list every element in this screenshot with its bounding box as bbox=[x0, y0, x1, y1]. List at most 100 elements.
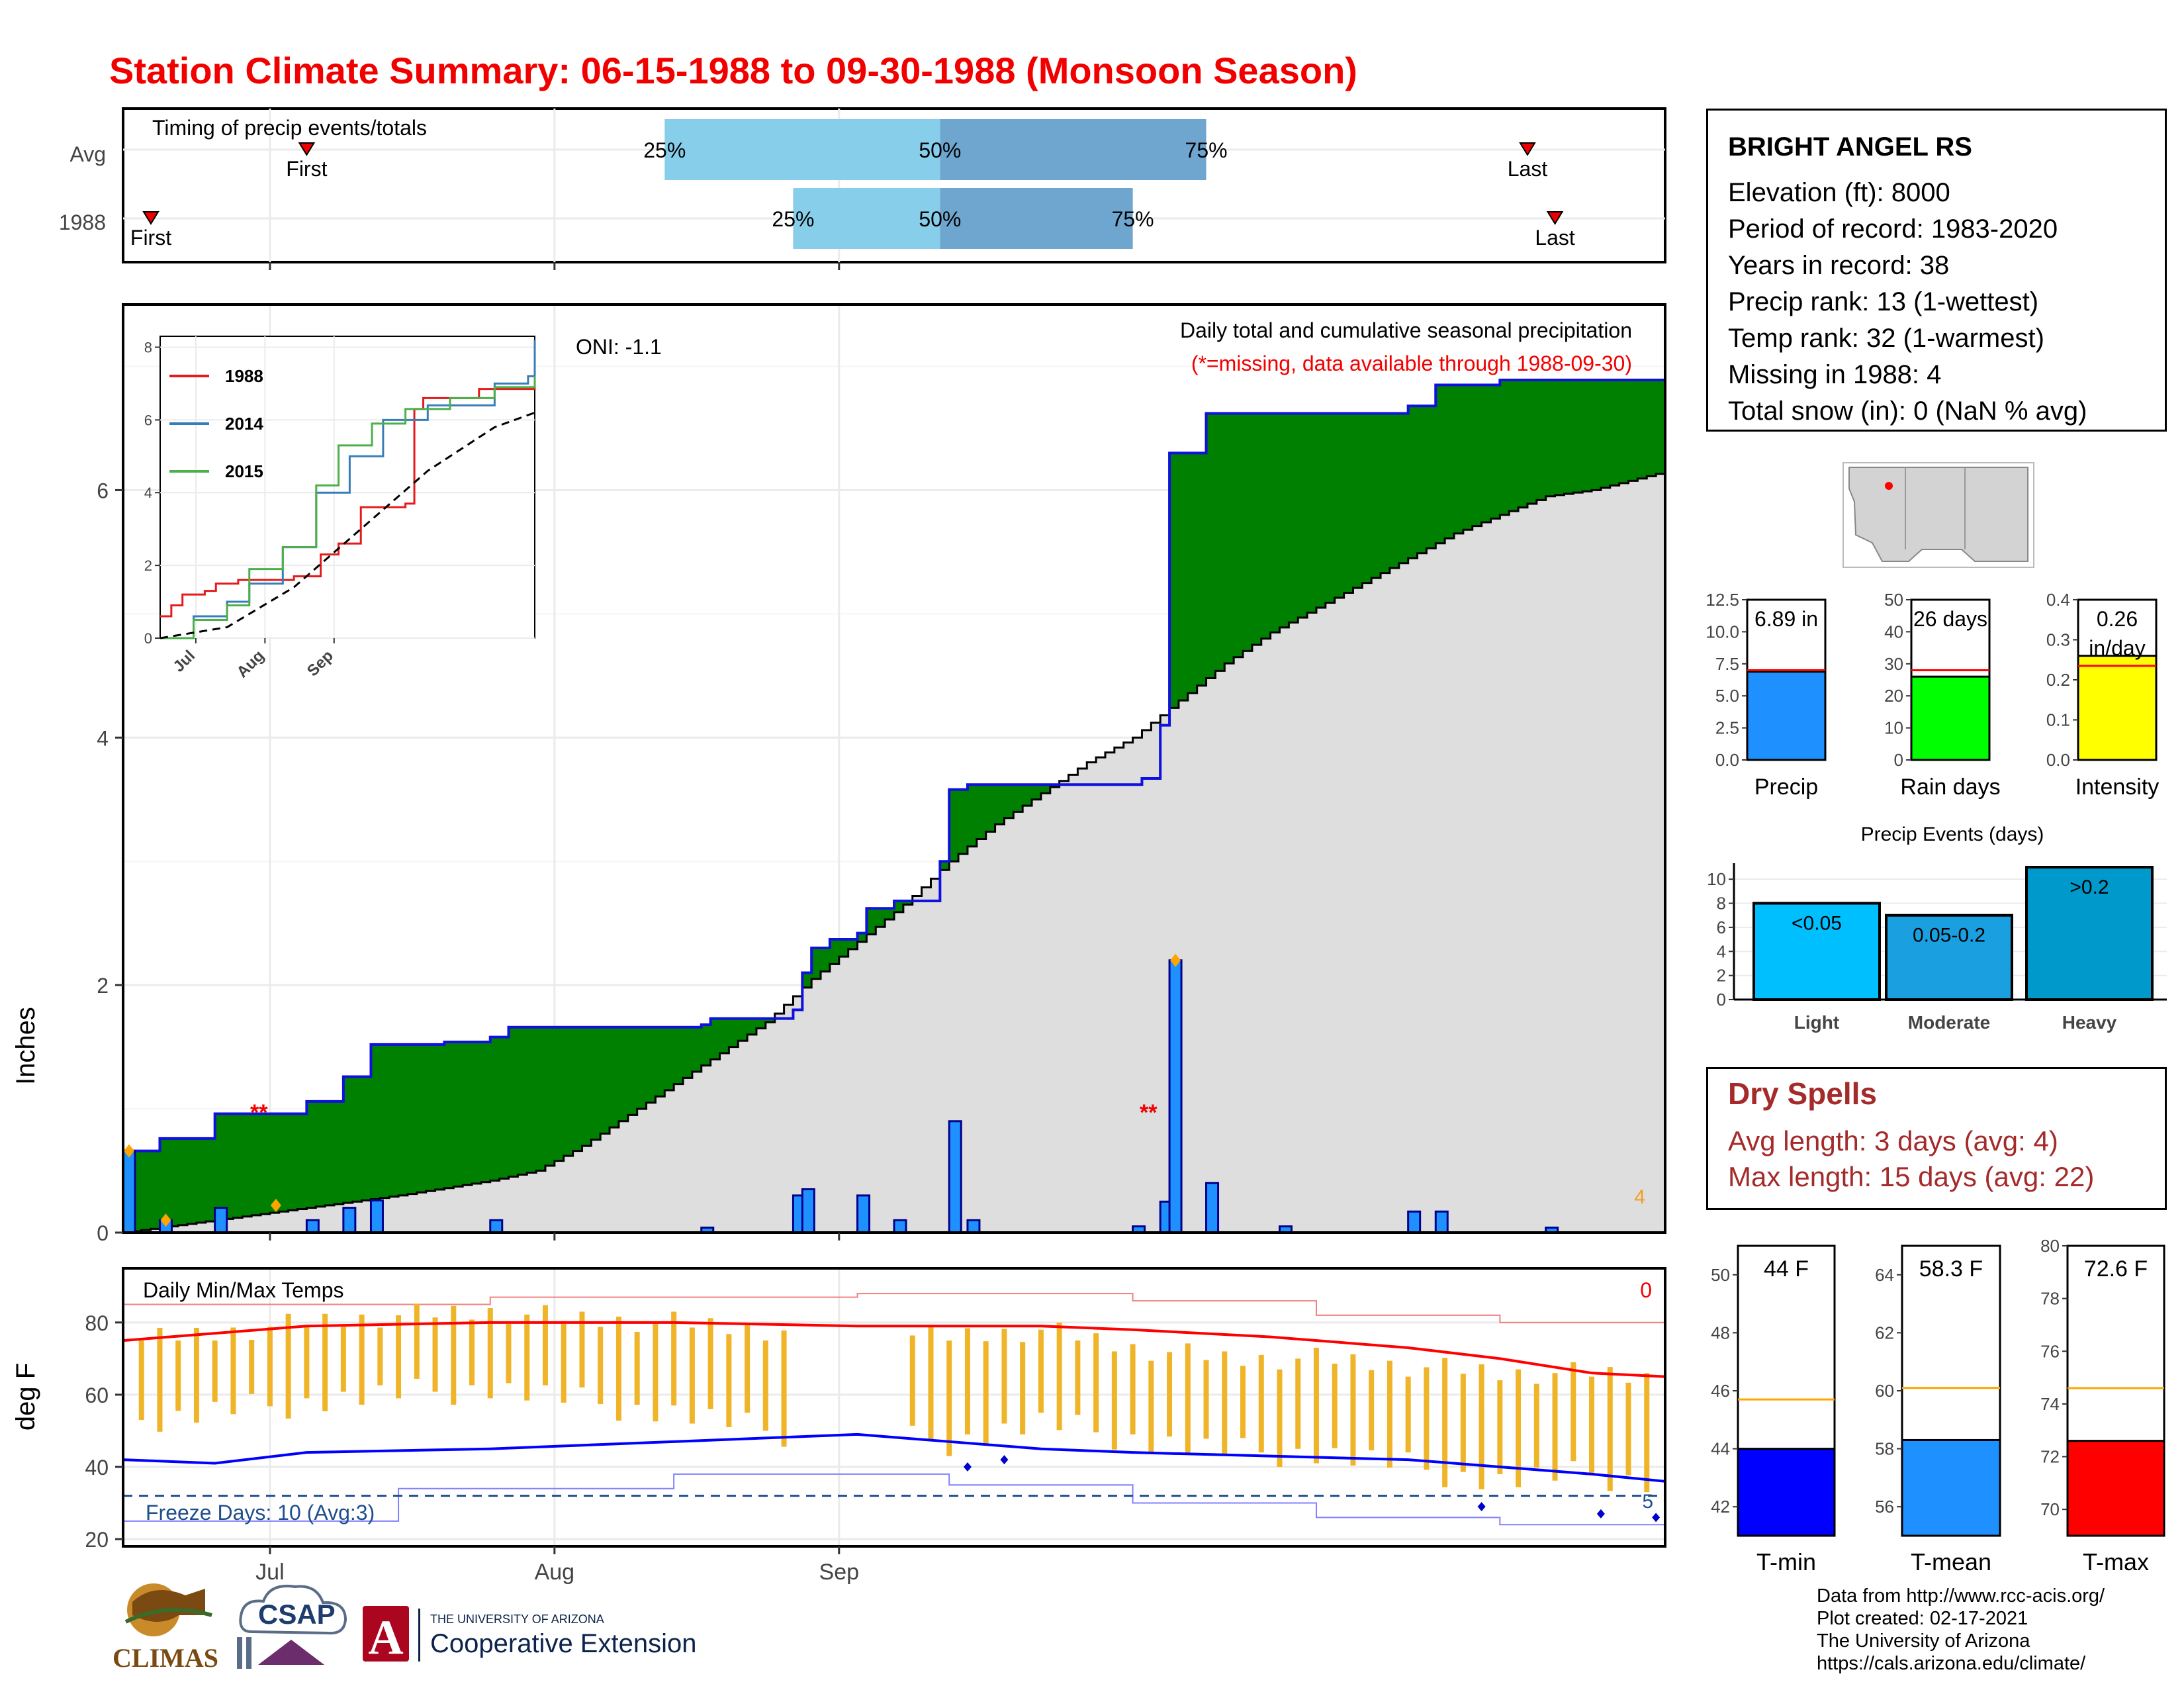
temp-summary-bars: 42 44 46 48 50 44 F T-min 56 58 60 62 64 58.3 F T-mea… bbox=[1711, 1236, 2165, 1575]
temp-missing-count: 0 bbox=[1640, 1278, 1652, 1302]
surplus-area bbox=[1187, 453, 1198, 693]
summary-ytick-label: 5.0 bbox=[1715, 686, 1739, 706]
events-bar-label: <0.05 bbox=[1792, 913, 1842, 935]
daily-temp-range-bar bbox=[964, 1328, 970, 1434]
freeze-day-marker bbox=[1000, 1455, 1009, 1465]
surplus-area bbox=[518, 1027, 527, 1175]
daily-temp-range-bar bbox=[542, 1305, 548, 1385]
surplus-area bbox=[857, 933, 867, 942]
climas-logo: CLIMAS bbox=[113, 1583, 218, 1673]
temp-summary-ytick-label: 44 bbox=[1711, 1439, 1730, 1459]
surplus-area bbox=[536, 1027, 546, 1171]
surplus-area bbox=[1234, 413, 1244, 657]
station-years: Years in record: 38 bbox=[1728, 251, 1950, 280]
surplus-area bbox=[1417, 406, 1428, 553]
timing-q25-label: 25% bbox=[772, 207, 814, 231]
surplus-area bbox=[242, 1113, 252, 1217]
surplus-area bbox=[802, 972, 812, 988]
temp-summary-ytick-label: 70 bbox=[2040, 1499, 2060, 1519]
temp-xtick-label: Jul bbox=[255, 1560, 284, 1585]
surplus-area bbox=[958, 789, 968, 854]
daily-temp-range-bar bbox=[451, 1305, 457, 1405]
surplus-area bbox=[829, 939, 840, 964]
timing-q75-label: 75% bbox=[1185, 138, 1228, 162]
summary-category-label: Precip bbox=[1754, 774, 1818, 800]
freeze-days: Freeze Days: 10 (Avg:3) bbox=[146, 1501, 375, 1524]
temp-summary-ytick-label: 42 bbox=[1711, 1497, 1730, 1517]
daily-temp-range-bar bbox=[1130, 1344, 1136, 1434]
summary-ytick-label: 7.5 bbox=[1715, 654, 1739, 674]
daily-temp-range-bar bbox=[340, 1327, 346, 1392]
temp-summary-ytick-label: 56 bbox=[1875, 1497, 1894, 1517]
daily-temp-range-bar bbox=[1075, 1340, 1081, 1415]
summary-bar bbox=[1910, 675, 1991, 761]
daily-precip-bar bbox=[214, 1207, 228, 1234]
summary-value-label: 26 days bbox=[1913, 607, 1987, 631]
surplus-area bbox=[334, 1101, 344, 1205]
daily-temp-range-bar bbox=[377, 1327, 383, 1385]
surplus-area bbox=[1023, 784, 1032, 806]
surplus-area bbox=[655, 1027, 665, 1097]
surplus-area bbox=[1215, 413, 1225, 671]
daily-temp-range-bar bbox=[634, 1332, 640, 1405]
ua-small-text: THE UNIVERSITY OF ARIZONA bbox=[430, 1613, 604, 1626]
daily-precip-bar bbox=[1205, 1182, 1220, 1234]
daily-temp-range-bar bbox=[579, 1311, 585, 1387]
daily-temp-range-bar bbox=[983, 1341, 989, 1446]
surplus-area bbox=[1362, 413, 1372, 583]
summary-bars: 0.0 2.5 5.0 7.5 10.0 12.5 6.89 in Precip 0 10 20 30… bbox=[1706, 590, 2159, 800]
timing-first-marker-label: First bbox=[130, 226, 171, 250]
daily-temp-range-bar bbox=[1387, 1360, 1392, 1468]
station-missing: Missing in 1988: 4 bbox=[1728, 360, 1942, 389]
surplus-area bbox=[1527, 380, 1537, 504]
summary-value-label: 0.26 bbox=[2097, 607, 2138, 631]
temp-summary-category-label: T-max bbox=[2083, 1548, 2149, 1575]
surplus-area bbox=[646, 1027, 657, 1103]
daily-temp-range-bar bbox=[1607, 1367, 1613, 1491]
events-ytick-label: 6 bbox=[1717, 917, 1726, 937]
surplus-area bbox=[288, 1113, 298, 1211]
daily-temp-range-bar bbox=[726, 1334, 732, 1427]
surplus-area bbox=[380, 1044, 390, 1198]
timing-row-1988: 1988 bbox=[59, 211, 106, 234]
daily-temp-range-bar bbox=[1001, 1329, 1007, 1424]
surplus-area bbox=[1307, 413, 1317, 613]
daily-temp-range-bar bbox=[1240, 1366, 1246, 1438]
daily-precip-bar bbox=[1168, 959, 1183, 1234]
timing-first-marker bbox=[298, 142, 316, 156]
events-ytick-label: 8 bbox=[1717, 894, 1726, 914]
surplus-area bbox=[1472, 385, 1482, 526]
surplus-area bbox=[159, 1138, 169, 1228]
dry-spells-box: Dry Spells Avg length: 3 days (avg: 4) M… bbox=[1706, 1067, 2167, 1210]
temp-summary-ytick-label: 76 bbox=[2040, 1341, 2060, 1361]
surplus-area bbox=[738, 1018, 748, 1041]
summary-ytick-label: 2.5 bbox=[1715, 718, 1739, 738]
surplus-area bbox=[1325, 413, 1336, 603]
inset-legend-label: 2014 bbox=[225, 414, 263, 434]
min-record-line bbox=[123, 1473, 1666, 1526]
surplus-area bbox=[389, 1044, 399, 1197]
surplus-area bbox=[463, 1042, 473, 1186]
daily-temp-range-bar bbox=[285, 1313, 291, 1419]
daily-temp-range-bar bbox=[1369, 1370, 1375, 1450]
surplus-area bbox=[224, 1113, 234, 1219]
surplus-area bbox=[903, 901, 913, 905]
timing-panel: 25% 50% 75% First Last 25% 50% 75% First Last Tim… bbox=[59, 107, 1666, 270]
daily-temp-range-bar bbox=[249, 1340, 255, 1394]
timing-q50-label: 50% bbox=[919, 138, 961, 162]
surplus-area bbox=[251, 1113, 261, 1215]
surplus-area bbox=[1279, 413, 1289, 628]
temp-label: Daily Min/Max Temps bbox=[143, 1278, 343, 1302]
credit-line: Plot created: 02-17-2021 bbox=[1817, 1608, 2028, 1629]
daily-precip-bar bbox=[893, 1219, 907, 1234]
max-record-line bbox=[123, 1293, 1666, 1330]
inset-series-line bbox=[160, 387, 536, 618]
csap-logo-text: CSAP bbox=[258, 1599, 336, 1630]
daily-temp-range-bar bbox=[304, 1326, 310, 1399]
temp-summary-value-label: 58.3 F bbox=[1919, 1256, 1983, 1282]
surplus-area bbox=[600, 1027, 610, 1134]
timing-last-marker bbox=[1546, 211, 1564, 225]
dry-spells-avg: Avg length: 3 days (avg: 4) bbox=[1728, 1125, 2058, 1156]
surplus-area bbox=[1206, 413, 1216, 679]
